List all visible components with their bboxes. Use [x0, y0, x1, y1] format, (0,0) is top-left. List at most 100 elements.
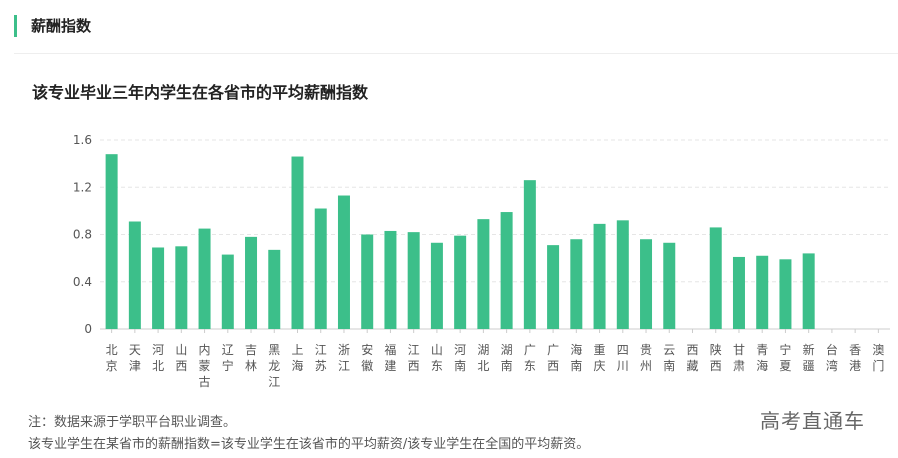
- x-tick-label: 河: [152, 343, 164, 357]
- x-tick-label: 海: [756, 358, 768, 373]
- x-tick-label: 四: [617, 343, 629, 357]
- x-tick-label: 云: [663, 343, 675, 357]
- x-tick-label: 津: [129, 359, 141, 373]
- x-tick-label: 庆: [594, 359, 606, 373]
- x-tick-label: 山: [431, 343, 443, 357]
- x-tick-label: 澳: [872, 343, 884, 357]
- x-tick-label: 东: [431, 359, 443, 373]
- x-tick-label: 西: [547, 359, 559, 373]
- x-tick-label: 北: [106, 343, 118, 357]
- x-tick-label: 香: [849, 343, 861, 357]
- bar: [802, 253, 815, 329]
- x-tick-label: 海: [570, 342, 582, 357]
- x-tick-label: 江: [268, 375, 280, 389]
- bar: [430, 242, 443, 329]
- x-tick-label: 新: [803, 342, 815, 357]
- x-tick-label: 京: [106, 359, 118, 373]
- bar: [454, 235, 467, 329]
- x-tick-label: 湖: [501, 342, 513, 357]
- bar: [152, 247, 165, 329]
- bar-chart: 00.40.81.21.6北京天津河北山西内蒙古辽宁吉林黑龙江上海江苏浙江安徽福…: [73, 133, 890, 389]
- x-tick-label: 广: [524, 343, 536, 357]
- x-tick-label: 天: [129, 343, 141, 357]
- x-tick-label: 湾: [826, 358, 838, 373]
- x-tick-label: 广: [547, 343, 559, 357]
- bar: [245, 236, 258, 329]
- bar: [128, 221, 141, 329]
- bar: [640, 239, 653, 329]
- x-tick-label: 浙: [338, 343, 350, 357]
- bar: [198, 228, 211, 329]
- y-tick-label: 0.4: [73, 275, 92, 289]
- x-tick-label: 建: [384, 359, 396, 373]
- x-tick-label: 藏: [686, 359, 698, 373]
- x-tick-label: 陕: [710, 342, 722, 357]
- bar: [221, 254, 234, 329]
- bar: [709, 227, 722, 329]
- x-tick-label: 东: [524, 359, 536, 373]
- x-tick-label: 重: [594, 343, 606, 357]
- bar: [407, 232, 420, 329]
- bar: [616, 220, 629, 329]
- x-tick-label: 州: [640, 359, 652, 373]
- x-tick-label: 青: [756, 343, 768, 357]
- x-tick-label: 江: [315, 343, 327, 357]
- formula-note: 该专业学生在某省市的薪酬指数=该专业学生在该省市的平均薪资/该专业学生在全国的平…: [28, 437, 590, 452]
- divider: [14, 53, 898, 54]
- bar: [361, 234, 374, 329]
- x-tick-label: 门: [872, 358, 884, 373]
- x-tick-label: 内: [199, 343, 211, 357]
- bar: [500, 212, 513, 329]
- bar: [547, 245, 560, 329]
- x-tick-label: 徽: [361, 358, 373, 373]
- x-tick-label: 辽: [222, 343, 234, 357]
- x-tick-label: 西: [175, 359, 187, 373]
- y-tick-label: 1.6: [73, 133, 92, 147]
- y-tick-label: 0: [84, 322, 92, 336]
- x-tick-label: 西: [408, 359, 420, 373]
- x-tick-label: 山: [175, 343, 187, 357]
- x-tick-label: 北: [477, 359, 489, 373]
- x-tick-label: 西: [686, 343, 698, 357]
- bar: [314, 208, 327, 329]
- x-tick-label: 黑: [268, 343, 280, 357]
- x-tick-label: 港: [849, 359, 861, 373]
- bar: [756, 255, 769, 329]
- bar: [337, 195, 350, 329]
- x-tick-label: 甘: [733, 343, 745, 357]
- x-tick-label: 南: [663, 358, 675, 373]
- bar: [477, 219, 490, 329]
- bar: [570, 239, 583, 329]
- section-title: 薪酬指数: [14, 15, 91, 37]
- chart-title: 该专业毕业三年内学生在各省市的平均薪酬指数: [32, 83, 369, 102]
- x-tick-label: 上: [291, 343, 303, 357]
- x-tick-label: 龙: [268, 359, 280, 373]
- x-tick-label: 台: [826, 342, 838, 357]
- x-tick-label: 川: [617, 359, 629, 373]
- x-tick-label: 蒙: [199, 359, 211, 373]
- x-tick-label: 江: [338, 359, 350, 373]
- x-tick-label: 福: [384, 342, 396, 357]
- y-tick-label: 1.2: [73, 180, 92, 194]
- x-tick-label: 北: [152, 359, 164, 373]
- x-tick-label: 湖: [477, 342, 489, 357]
- x-tick-label: 贵: [640, 343, 652, 357]
- x-tick-label: 疆: [803, 359, 815, 373]
- bar: [175, 246, 188, 329]
- bar: [384, 230, 397, 329]
- x-tick-label: 南: [501, 358, 513, 373]
- x-tick-label: 宁: [222, 358, 234, 373]
- x-tick-label: 西: [710, 359, 722, 373]
- bar: [593, 223, 606, 329]
- x-tick-label: 肃: [733, 359, 745, 373]
- bar: [779, 259, 792, 329]
- bar: [663, 242, 676, 329]
- x-tick-label: 江: [408, 343, 420, 357]
- x-tick-label: 古: [199, 374, 211, 389]
- bar: [523, 180, 536, 329]
- x-tick-label: 海: [291, 358, 303, 373]
- bar: [732, 256, 745, 329]
- source-note: 注：数据来源于学职平台职业调查。: [28, 415, 237, 430]
- x-tick-label: 吉: [245, 343, 257, 357]
- x-tick-label: 苏: [315, 359, 327, 373]
